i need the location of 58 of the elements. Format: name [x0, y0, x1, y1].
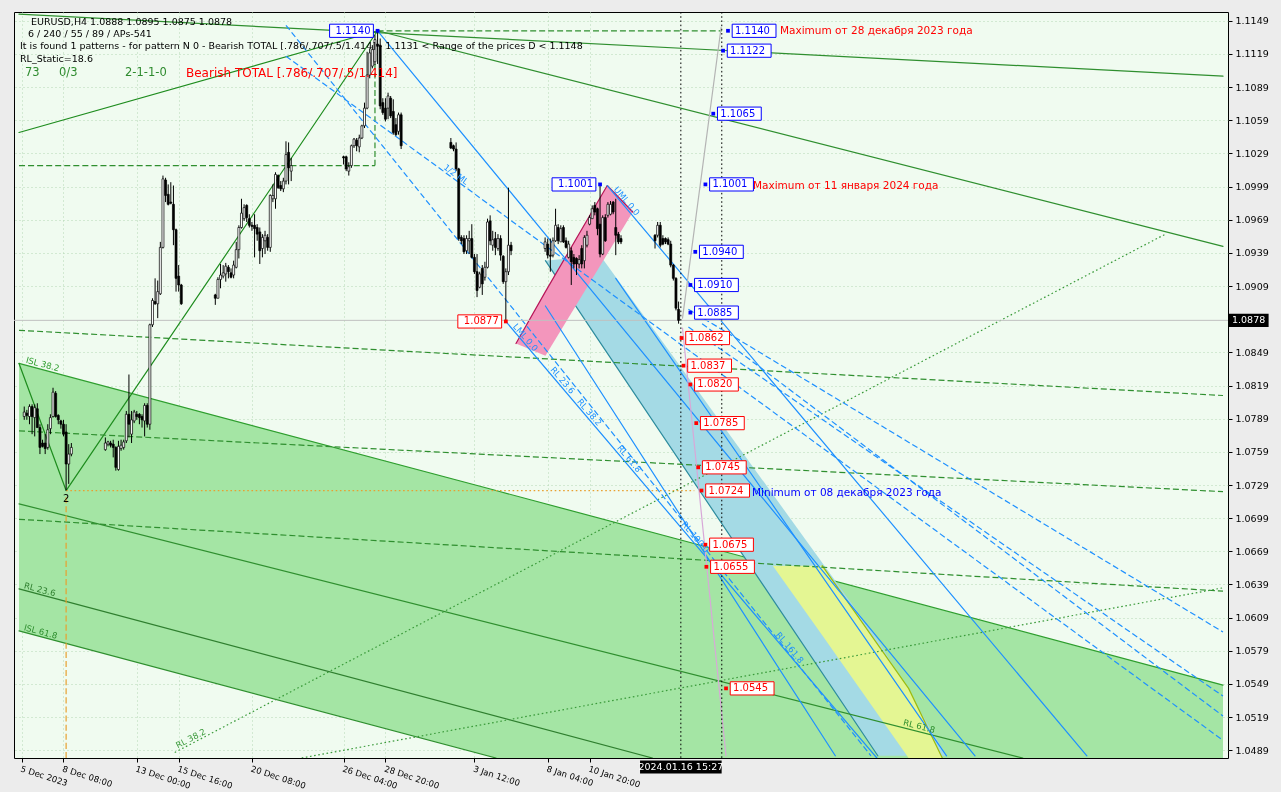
y-tick-label: 1.0699 — [1235, 512, 1269, 524]
data-label: 1.0940 — [702, 245, 738, 257]
data-label: 1.0655 — [713, 560, 749, 572]
data-label: 1.0785 — [703, 417, 739, 429]
data-label: 1.0885 — [697, 306, 733, 318]
annotation: 2 — [62, 492, 70, 504]
data-label: 1.0877 — [463, 315, 499, 327]
data-label: 1.1065 — [720, 107, 756, 119]
annotation: 0/3 — [59, 65, 78, 79]
y-tick-label: 1.0669 — [1235, 545, 1269, 557]
annotation: 2-1-1-0 — [125, 65, 167, 79]
data-label: 1.1001 — [558, 178, 594, 190]
y-tick-label: 1.0759 — [1235, 446, 1269, 458]
y-tick-label: 1.0489 — [1235, 744, 1269, 756]
annotation: 6 / 240 / 55 / 89 / APs-541 — [28, 28, 152, 39]
data-label: 1.0910 — [697, 278, 733, 290]
data-label: 1.0675 — [712, 538, 748, 550]
annotation: Maximum от 11 января 2024 года — [753, 179, 939, 191]
y-tick-label: 1.0999 — [1235, 181, 1269, 193]
annotation: ISL 38.2 — [24, 354, 61, 374]
y-tick-label: 1.0579 — [1235, 645, 1269, 657]
y-tick-label: 1.0609 — [1235, 612, 1269, 624]
data-label: 1.0745 — [705, 461, 741, 473]
y-tick-label: 1.1119 — [1235, 48, 1269, 60]
data-label: 1.1140 — [335, 24, 371, 36]
data-label: 1.1001 — [712, 178, 748, 190]
annotation: Maximum от 28 декабря 2023 года — [780, 24, 973, 36]
y-tick-label: 1.1029 — [1235, 147, 1269, 159]
y-tick-label: 1.0909 — [1235, 280, 1269, 292]
y-tick-label: 1.1149 — [1235, 15, 1269, 27]
annotation: RL 23.6 — [22, 580, 57, 599]
data-label: 1.0545 — [733, 682, 769, 694]
annotation: ISL 61.8 — [22, 622, 59, 641]
data-label: 1.1122 — [730, 44, 766, 56]
data-label: 1.0837 — [690, 359, 726, 371]
data-label: 1.1140 — [734, 24, 770, 36]
y-tick-label: 1.0849 — [1235, 346, 1269, 358]
y-tick-label: 1.0729 — [1235, 479, 1269, 491]
y-tick-label: 1.1059 — [1235, 114, 1269, 126]
annotation: RL 61.8 — [902, 717, 937, 735]
y-tick-label: 1.0549 — [1235, 678, 1269, 690]
ref-line-label: 1.0878 — [1232, 314, 1266, 326]
x-tick-label: 20 Dec 08:00 — [249, 763, 308, 791]
annotation: 73 — [25, 65, 40, 79]
data-label: 1.0724 — [708, 484, 744, 496]
y-tick-label: 1.0519 — [1235, 711, 1269, 723]
x-tick-label: 3 Jan 12:00 — [472, 763, 522, 789]
annotation: RL 38.2 — [174, 726, 208, 751]
annotation: RL_Static=18.6 — [20, 53, 93, 64]
y-tick-label: 1.0639 — [1235, 578, 1269, 590]
annotation: 1/2 ML — [441, 161, 471, 187]
y-tick-label: 1.0789 — [1235, 413, 1269, 425]
y-tick-label: 1.0939 — [1235, 247, 1269, 259]
data-label: 1.0862 — [688, 332, 724, 344]
y-tick-label: 1.0819 — [1235, 380, 1269, 392]
y-tick-label: 1.1089 — [1235, 81, 1269, 93]
data-label: 1.0820 — [697, 378, 733, 390]
y-tick-label: 1.0969 — [1235, 214, 1269, 226]
